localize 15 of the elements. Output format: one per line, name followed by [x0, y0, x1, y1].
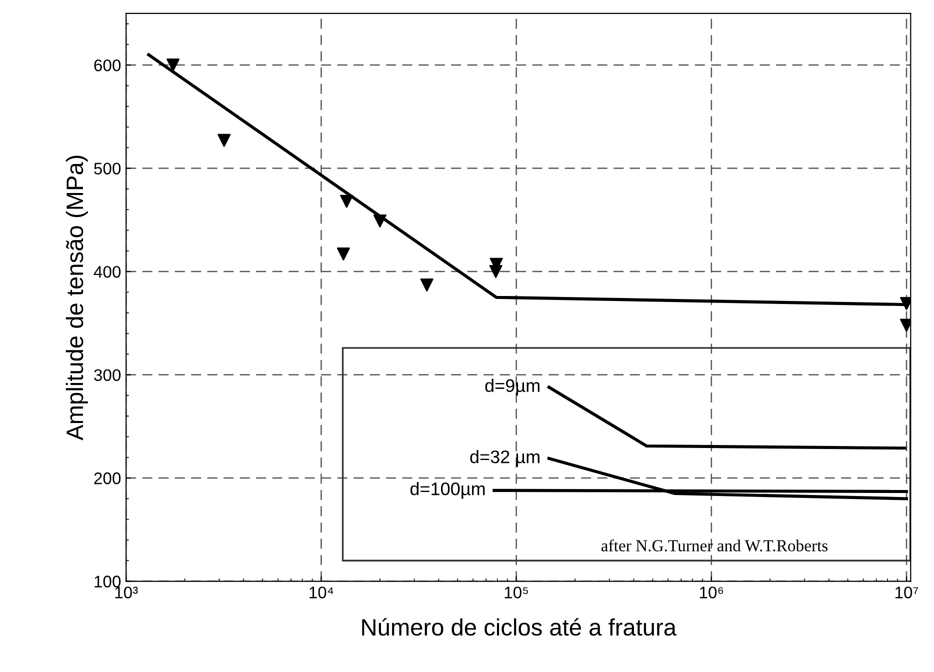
x-tick-label: 10⁵ [504, 586, 528, 598]
x-tick-label: 10⁴ [310, 586, 334, 598]
x-tick-label: 10⁷ [896, 586, 918, 598]
y-tick-label: 200 [94, 472, 121, 484]
series-label: d=100µm [410, 482, 485, 499]
x-axis-title: Número de ciclos até a fratura [362, 618, 677, 636]
y-tick-label: 500 [94, 162, 121, 175]
y-tick-label: 300 [94, 369, 121, 381]
y-axis-title: Amplitude de tensão (MPa) [66, 156, 88, 440]
x-tick-label: 10³ [115, 586, 138, 598]
series-label: d=9µm [485, 378, 540, 396]
x-tick-label: 10⁶ [700, 586, 724, 598]
y-tick-label: 100 [94, 576, 121, 588]
y-tick-label: 400 [94, 266, 121, 278]
y-tick-label: 600 [94, 59, 121, 72]
